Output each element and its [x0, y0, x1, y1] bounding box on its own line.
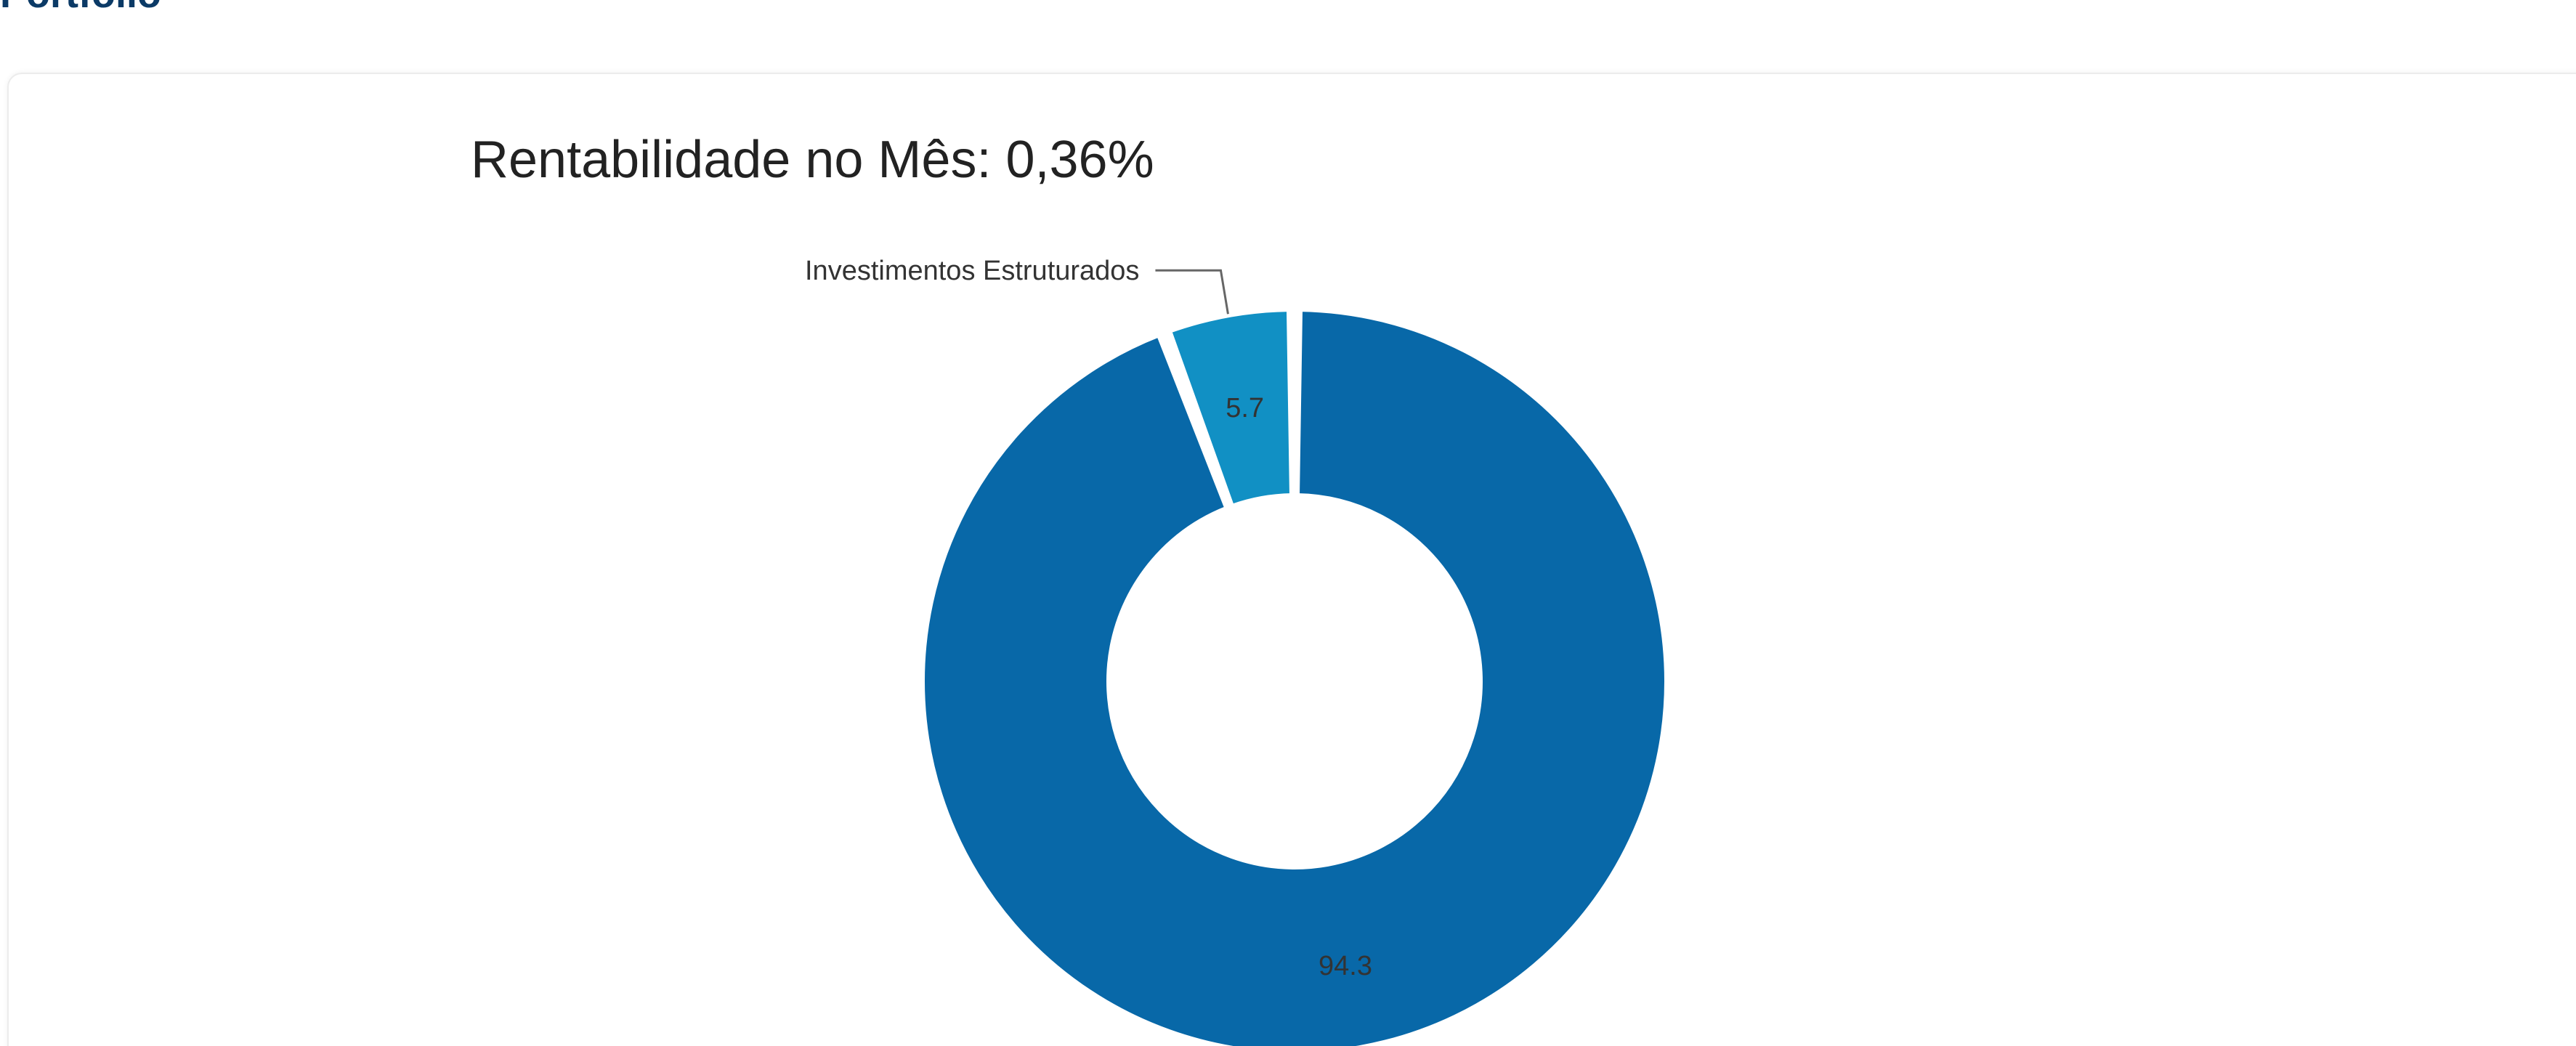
chart-title: Rentabilidade no Mês: 0,36% [471, 131, 1154, 189]
donut-slice[interactable] [920, 307, 1669, 1046]
slice-category-label: Investimentos Estruturados [805, 256, 1139, 286]
donut-slice[interactable] [1167, 307, 1294, 508]
slice-value-label: 94.3 [1319, 951, 1372, 981]
callout-line [1155, 269, 1229, 315]
section-title: Portfolio [0, 0, 161, 17]
slice-value-label: 5.7 [1226, 393, 1264, 423]
